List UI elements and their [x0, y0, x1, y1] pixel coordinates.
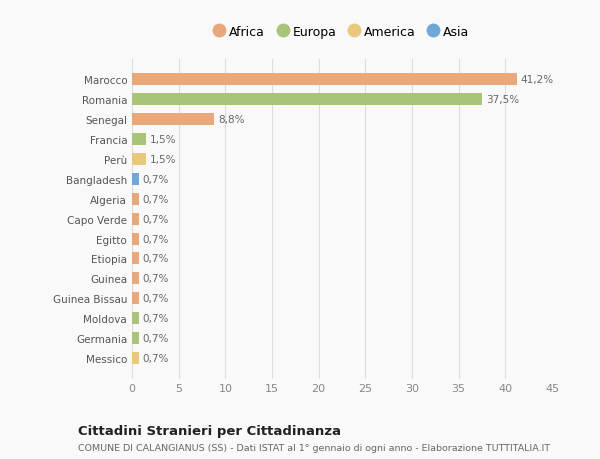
- Text: 0,7%: 0,7%: [142, 234, 169, 244]
- Legend: Africa, Europa, America, Asia: Africa, Europa, America, Asia: [209, 21, 475, 44]
- Text: 0,7%: 0,7%: [142, 214, 169, 224]
- Text: 41,2%: 41,2%: [520, 75, 553, 85]
- Bar: [132, 253, 139, 265]
- Bar: [132, 313, 139, 325]
- Text: 0,7%: 0,7%: [142, 313, 169, 324]
- Bar: [132, 94, 482, 106]
- Bar: [132, 273, 139, 285]
- Bar: [132, 293, 139, 305]
- Bar: [132, 213, 139, 225]
- Bar: [132, 233, 139, 245]
- Text: 0,7%: 0,7%: [142, 333, 169, 343]
- Text: 1,5%: 1,5%: [150, 155, 176, 165]
- Text: COMUNE DI CALANGIANUS (SS) - Dati ISTAT al 1° gennaio di ogni anno - Elaborazion: COMUNE DI CALANGIANUS (SS) - Dati ISTAT …: [78, 443, 550, 452]
- Text: 0,7%: 0,7%: [142, 254, 169, 264]
- Text: 0,7%: 0,7%: [142, 194, 169, 204]
- Bar: [132, 332, 139, 344]
- Text: 0,7%: 0,7%: [142, 174, 169, 185]
- Text: 0,7%: 0,7%: [142, 353, 169, 363]
- Bar: [132, 154, 146, 166]
- Bar: [132, 74, 517, 86]
- Text: 1,5%: 1,5%: [150, 135, 176, 145]
- Text: 8,8%: 8,8%: [218, 115, 244, 125]
- Text: Cittadini Stranieri per Cittadinanza: Cittadini Stranieri per Cittadinanza: [78, 425, 341, 437]
- Bar: [132, 134, 146, 146]
- Text: 37,5%: 37,5%: [486, 95, 519, 105]
- Bar: [132, 193, 139, 205]
- Text: 0,7%: 0,7%: [142, 294, 169, 303]
- Bar: [132, 352, 139, 364]
- Bar: [132, 114, 214, 126]
- Bar: [132, 174, 139, 185]
- Text: 0,7%: 0,7%: [142, 274, 169, 284]
